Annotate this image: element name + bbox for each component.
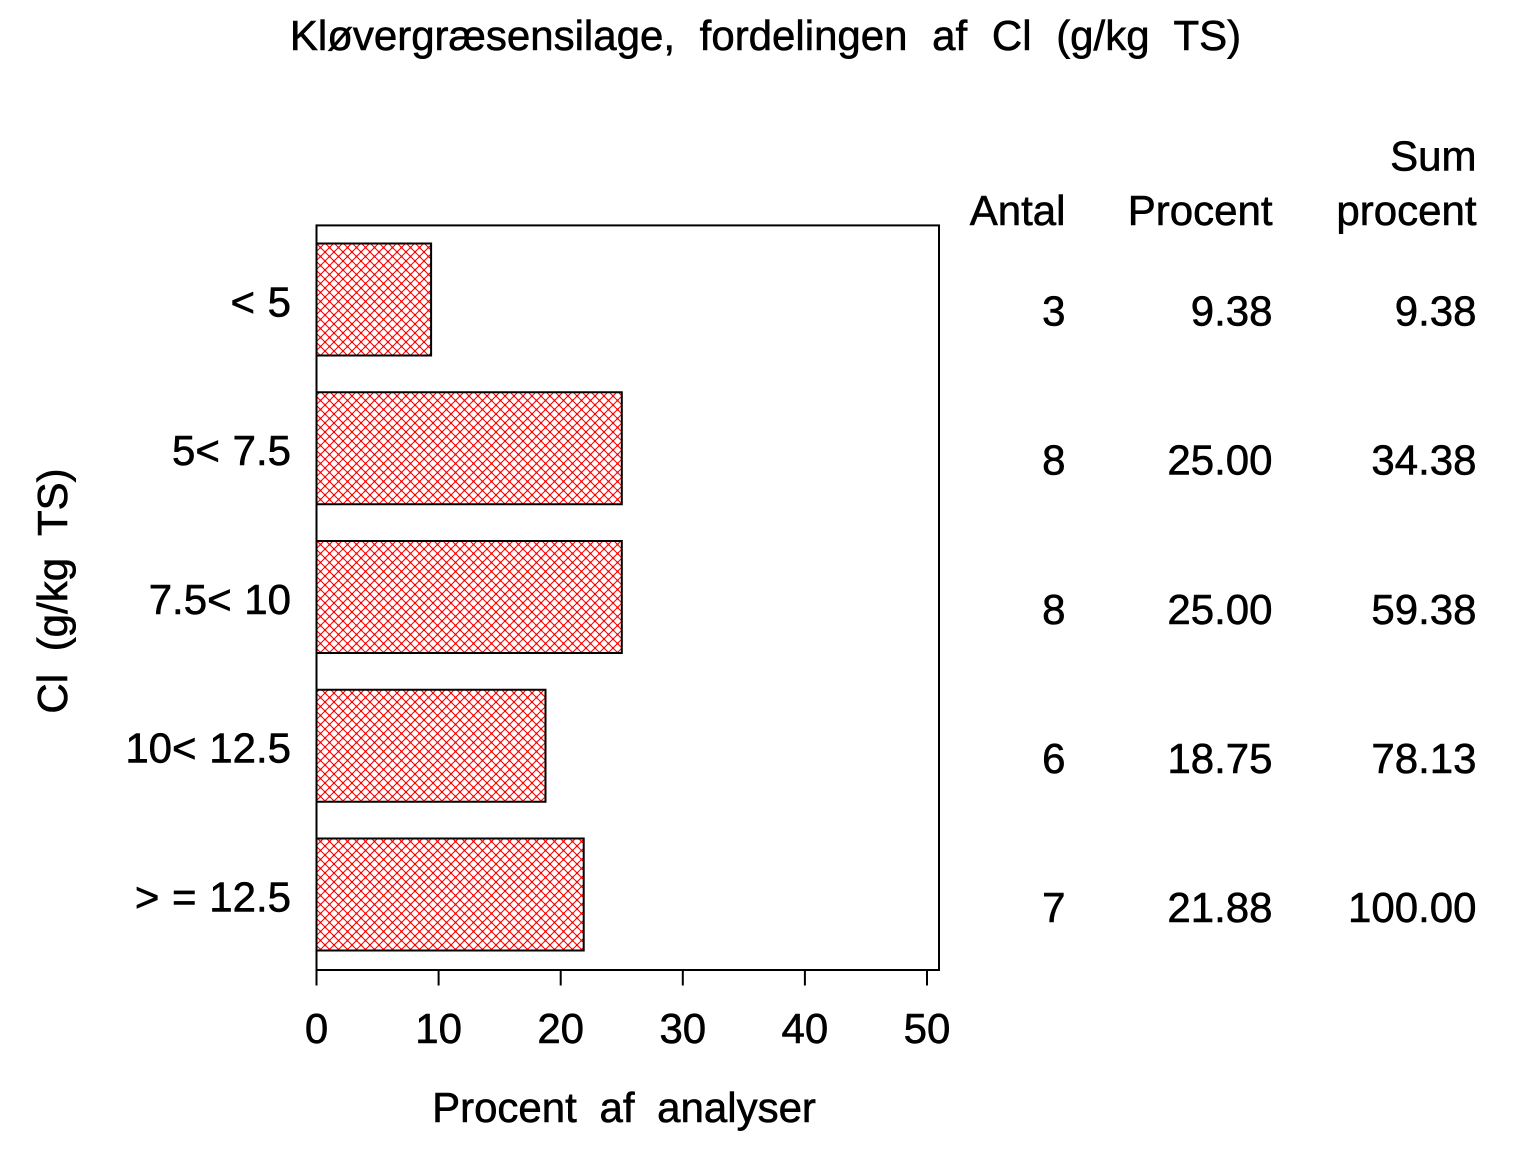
svg-text:10< 12.5: 10< 12.5 [125,725,291,772]
svg-text:Sum: Sum [1390,133,1476,180]
svg-text:9.38: 9.38 [1395,288,1477,335]
svg-text:7.5< 10: 7.5< 10 [149,576,291,623]
svg-text:3: 3 [1042,288,1065,335]
svg-text:0: 0 [305,1005,328,1052]
svg-text:100.00: 100.00 [1348,884,1476,931]
svg-text:Procent af analyser: Procent af analyser [432,1084,816,1131]
svg-text:18.75: 18.75 [1167,735,1272,782]
svg-text:20: 20 [537,1005,584,1052]
svg-text:25.00: 25.00 [1167,437,1272,484]
svg-text:10: 10 [415,1005,462,1052]
svg-text:21.88: 21.88 [1167,884,1272,931]
svg-text:25.00: 25.00 [1167,586,1272,633]
svg-text:30: 30 [659,1005,706,1052]
svg-text:40: 40 [782,1005,829,1052]
svg-text:59.38: 59.38 [1371,586,1476,633]
svg-text:34.38: 34.38 [1371,437,1476,484]
svg-text:> = 12.5: > = 12.5 [135,873,291,920]
svg-text:Kløvergræsensilage, fordelinge: Kløvergræsensilage, fordelingen af Cl (g… [290,12,1241,59]
svg-text:6: 6 [1042,735,1065,782]
svg-text:8: 8 [1042,437,1065,484]
svg-text:Procent: Procent [1128,187,1273,234]
svg-text:5< 7.5: 5< 7.5 [172,427,291,474]
svg-text:Antal: Antal [970,187,1066,234]
svg-text:9.38: 9.38 [1191,288,1273,335]
svg-text:7: 7 [1042,884,1065,931]
svg-text:procent: procent [1336,187,1476,234]
svg-text:Cl (g/kg TS): Cl (g/kg TS) [29,468,76,713]
svg-text:78.13: 78.13 [1371,735,1476,782]
svg-text:50: 50 [904,1005,951,1052]
svg-text:8: 8 [1042,586,1065,633]
svg-text:< 5: < 5 [230,278,291,325]
